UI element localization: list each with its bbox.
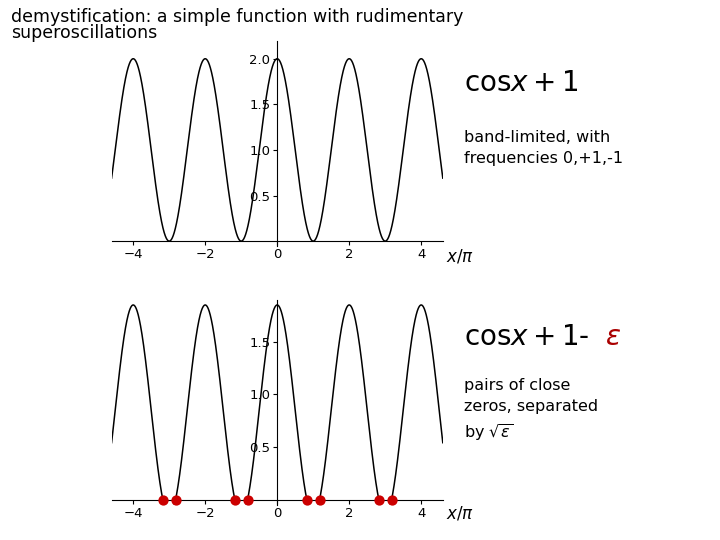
Text: band-limited, with
frequencies 0,+1,-1: band-limited, with frequencies 0,+1,-1 [464, 130, 624, 166]
Point [386, 495, 397, 504]
Text: $x/\pi$: $x/\pi$ [446, 505, 474, 523]
Text: superoscillations: superoscillations [11, 24, 157, 42]
Text: $\mathrm{cos}x+1$: $\mathrm{cos}x+1$ [464, 70, 579, 97]
Text: $x/\pi$: $x/\pi$ [446, 247, 474, 266]
Text: $\mathrm{cos}x+1\text{-}$: $\mathrm{cos}x+1\text{-}$ [464, 324, 590, 351]
Point [157, 495, 168, 504]
Point [242, 495, 253, 504]
Point [229, 495, 240, 504]
Text: $\varepsilon$: $\varepsilon$ [605, 324, 621, 351]
Text: demystification: a simple function with rudimentary: demystification: a simple function with … [11, 8, 463, 26]
Text: pairs of close
zeros, separated
by $\sqrt{\varepsilon}$: pairs of close zeros, separated by $\sqr… [464, 378, 598, 443]
Point [314, 495, 325, 504]
Point [373, 495, 384, 504]
Point [301, 495, 312, 504]
Point [170, 495, 181, 504]
